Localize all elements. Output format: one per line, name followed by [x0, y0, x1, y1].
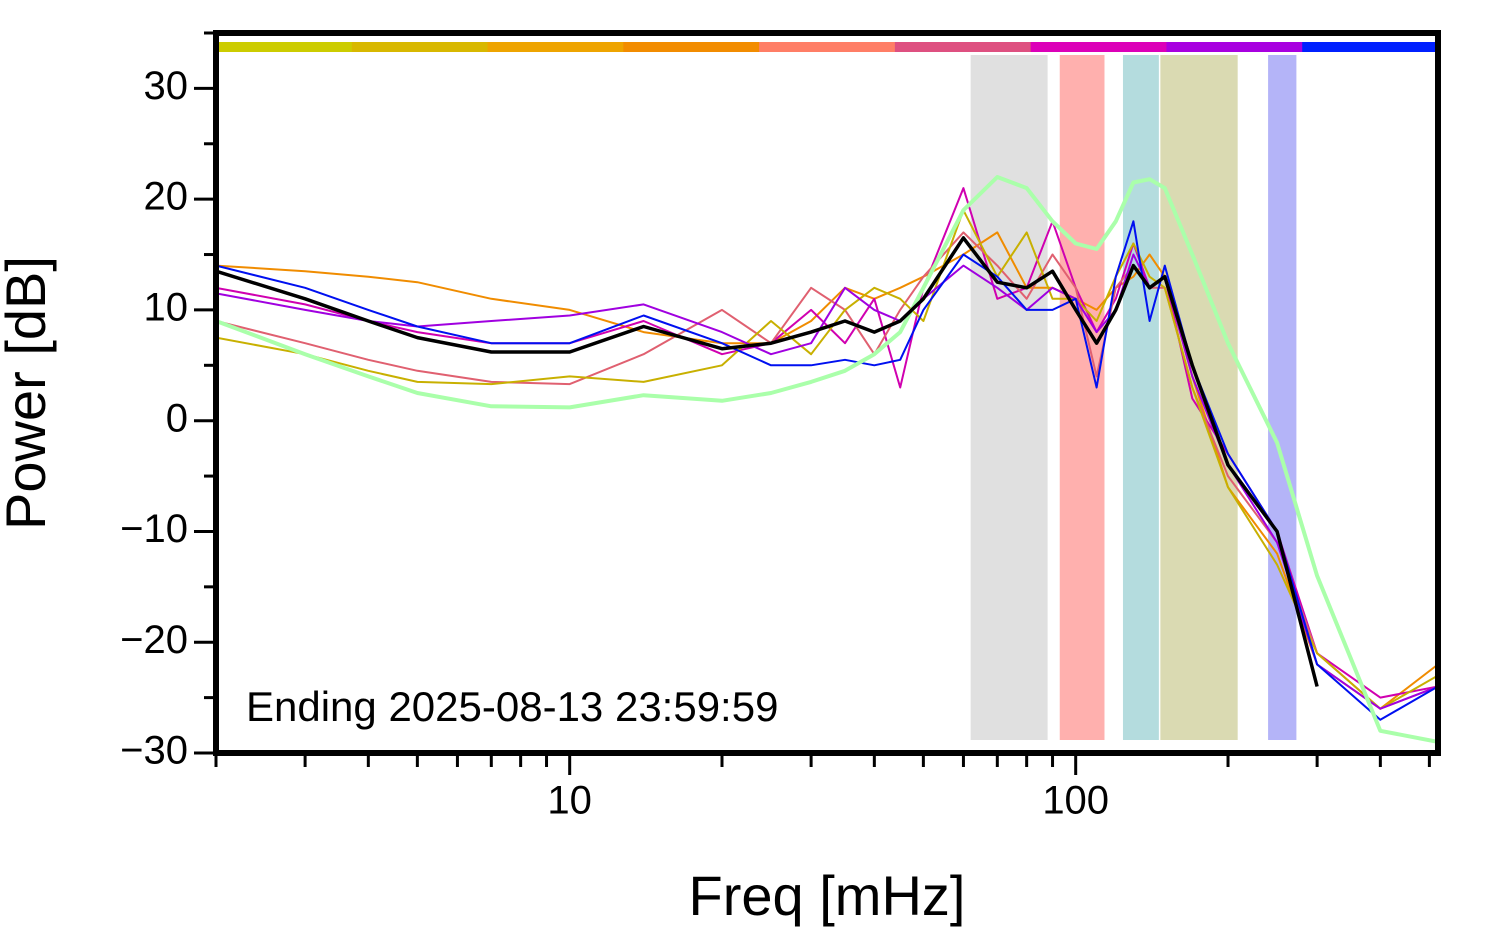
shaded-band	[1122, 55, 1159, 740]
series-line	[216, 231, 1438, 710]
series-line	[216, 253, 1438, 710]
plot-frame	[213, 30, 1441, 756]
x-axis-title: Freq [mHz]	[689, 864, 966, 927]
series-line	[216, 220, 1438, 721]
color-bar-segment	[1030, 42, 1167, 52]
y-tick-label: 0	[166, 396, 188, 440]
color-bar-segment	[894, 42, 1032, 52]
y-tick-label: 20	[144, 175, 189, 219]
y-tick-label: −10	[120, 507, 188, 551]
x-tick-label: 10	[547, 779, 592, 823]
y-tick-label: −30	[120, 729, 188, 773]
color-bar-segment	[1302, 42, 1439, 52]
x-tick-label: 100	[1042, 779, 1109, 823]
color-bar-segment	[1166, 42, 1303, 52]
series-line	[216, 175, 1438, 744]
series-line	[216, 187, 1438, 699]
shaded-band	[970, 55, 1048, 740]
y-axis-title: Power [dB]	[0, 256, 57, 530]
shaded-band	[1268, 55, 1297, 740]
y-tick-label: 10	[144, 285, 189, 329]
color-bar-segment	[759, 42, 896, 52]
y-tick-label: −20	[120, 618, 188, 662]
series-line	[216, 209, 1438, 710]
color-bar-segment	[487, 42, 624, 52]
color-bar-segment	[351, 42, 489, 52]
color-bar-segment	[623, 42, 760, 52]
annotation: Ending 2025-08-13 23:59:59	[246, 683, 778, 730]
shaded-band	[1059, 55, 1105, 740]
series-line	[216, 236, 1319, 687]
y-tick-label: 30	[144, 64, 189, 108]
color-bar-segment	[216, 42, 353, 52]
series-line	[216, 231, 1438, 710]
